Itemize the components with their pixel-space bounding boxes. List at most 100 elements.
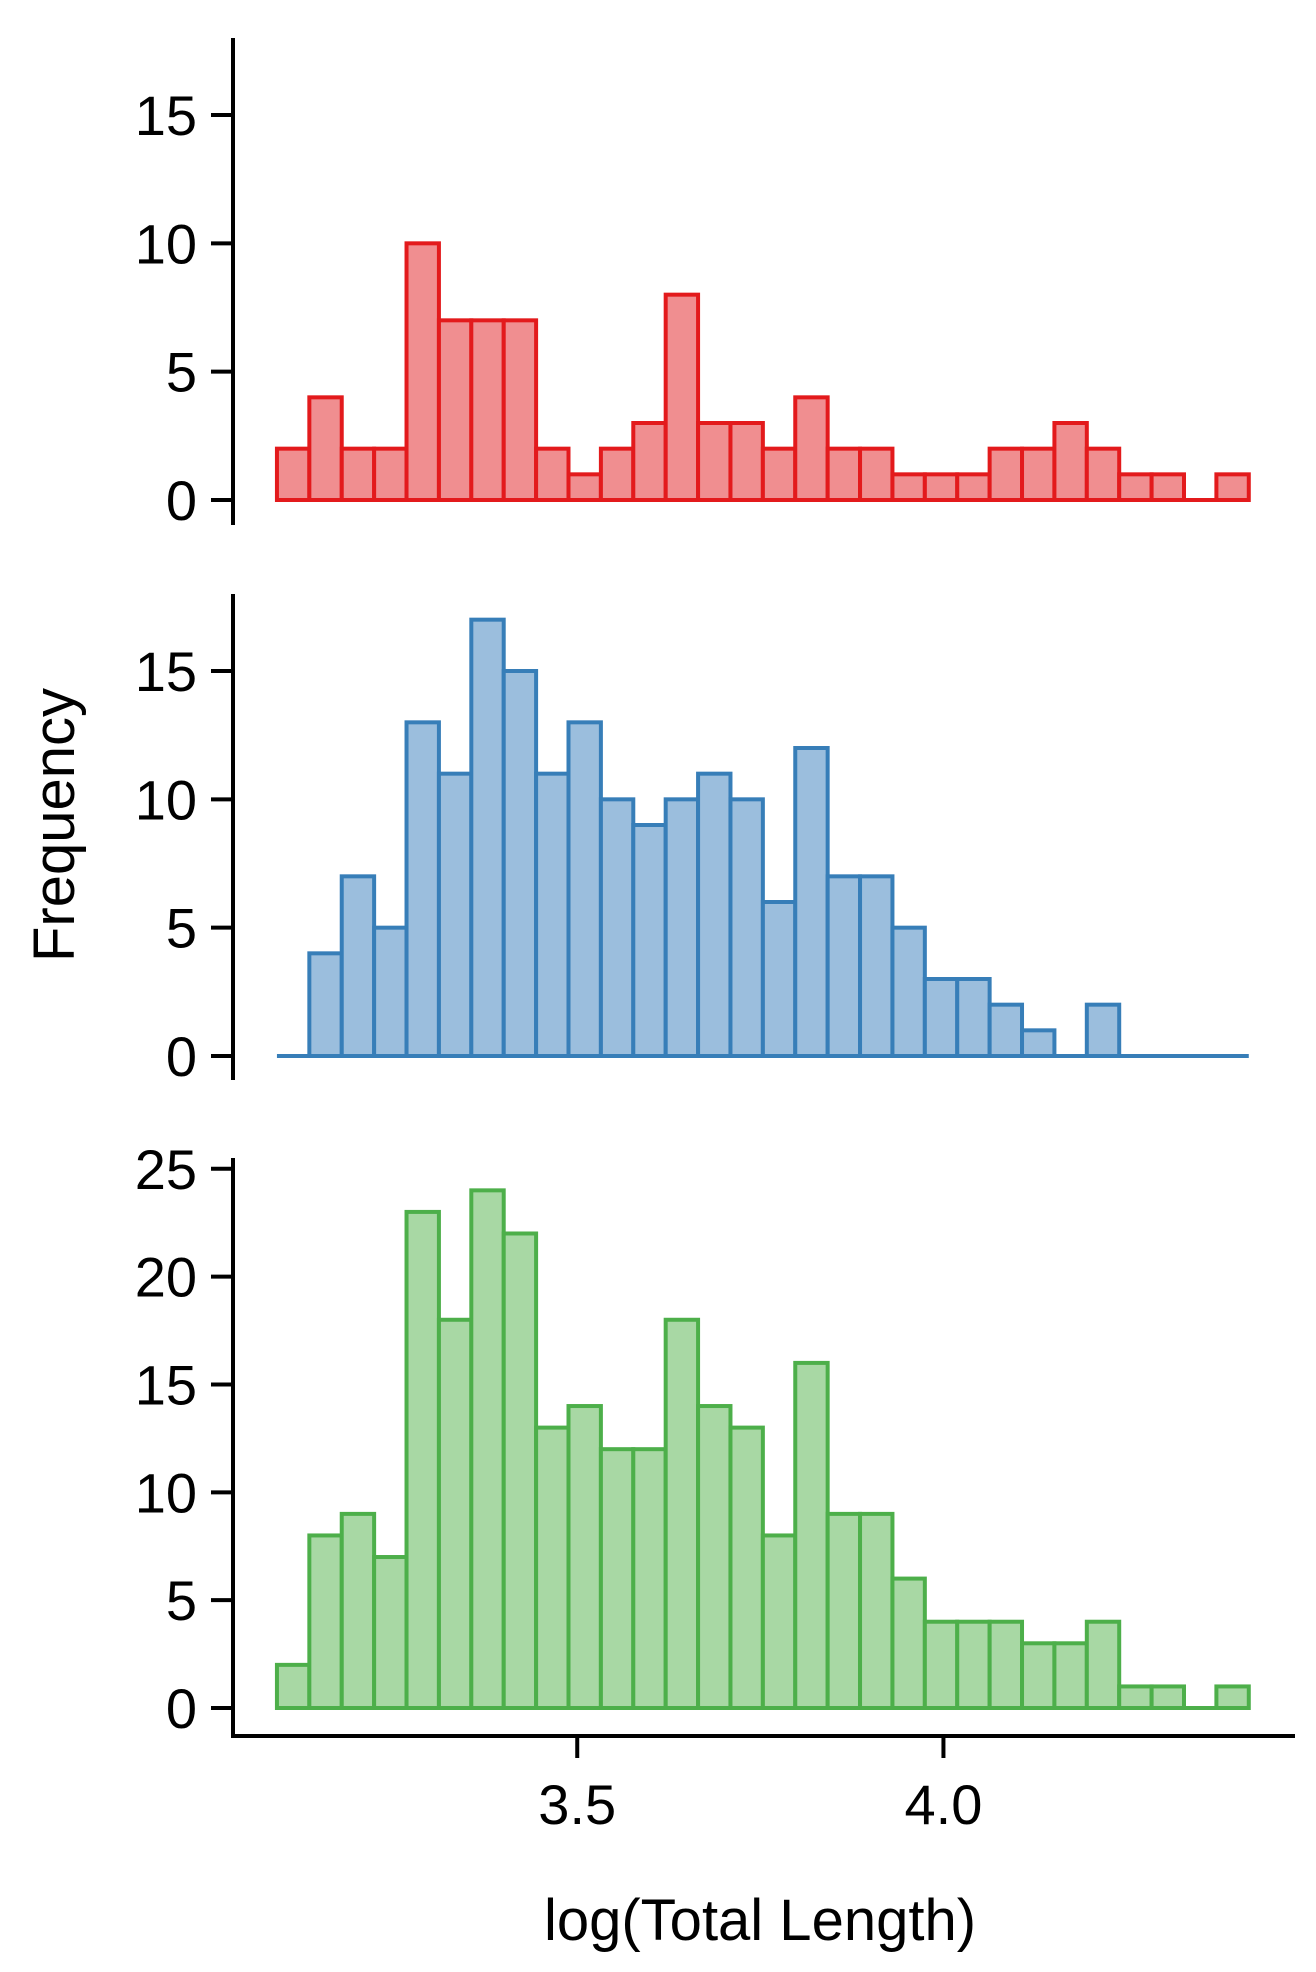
histogram-bar bbox=[307, 395, 344, 503]
y-tick-label: 0 bbox=[166, 1025, 197, 1088]
y-tick-label: 10 bbox=[135, 1461, 197, 1524]
histogram-bar bbox=[631, 1447, 668, 1711]
histogram-bar bbox=[663, 1317, 701, 1710]
histogram-bar bbox=[1117, 472, 1154, 503]
histogram-bar bbox=[1052, 421, 1089, 502]
histogram-bar bbox=[501, 669, 539, 1058]
histogram-bar bbox=[858, 874, 895, 1058]
histogram-bar bbox=[1084, 1002, 1122, 1059]
histogram-bar bbox=[760, 900, 798, 1058]
histogram-bar bbox=[922, 472, 960, 503]
histogram-bar bbox=[858, 446, 895, 502]
x-axis: 3.5 4.0 bbox=[231, 1734, 1295, 1836]
histogram-bar bbox=[274, 1662, 312, 1711]
histogram-bar bbox=[825, 874, 863, 1058]
histogram-bar bbox=[1020, 1641, 1057, 1710]
histogram-bar bbox=[469, 318, 506, 503]
histogram-bar bbox=[372, 446, 409, 502]
histogram-bar bbox=[760, 1533, 798, 1710]
histogram-bar bbox=[825, 446, 863, 502]
histogram-bar bbox=[631, 421, 668, 502]
histogram-bar bbox=[598, 446, 636, 502]
histogram-bar bbox=[436, 1317, 474, 1710]
histogram-bar bbox=[469, 1188, 506, 1710]
histogram-bar bbox=[404, 241, 441, 502]
histogram-bar bbox=[1084, 1619, 1122, 1710]
histogram-bar bbox=[1214, 1684, 1251, 1711]
histogram-bar bbox=[307, 1533, 344, 1710]
histogram-bar bbox=[728, 1425, 765, 1710]
histogram-bar bbox=[987, 1619, 1025, 1710]
histogram-bar bbox=[858, 1511, 895, 1710]
panel-middle-histogram: 0 5 10 15 bbox=[135, 594, 1249, 1088]
histogram-bar bbox=[760, 446, 798, 502]
y-tick-label: 5 bbox=[166, 341, 197, 404]
histogram-bar bbox=[890, 1576, 927, 1711]
histogram-bar bbox=[1117, 1684, 1154, 1711]
y-tick-label: 15 bbox=[135, 640, 197, 703]
histogram-bar bbox=[793, 746, 830, 1058]
histogram-bar bbox=[404, 720, 441, 1058]
histogram-bar bbox=[274, 446, 312, 502]
histogram-bar bbox=[307, 951, 344, 1058]
histogram-bar bbox=[598, 1447, 636, 1711]
histogram-bar bbox=[566, 472, 603, 503]
histogram-bar bbox=[728, 421, 765, 502]
y-tick-label: 10 bbox=[135, 768, 197, 831]
histogram-bar bbox=[1149, 472, 1186, 503]
histogram-bar bbox=[890, 472, 927, 503]
histogram-bar bbox=[922, 977, 960, 1058]
x-tick-label: 3.5 bbox=[538, 1773, 616, 1836]
histogram-bar bbox=[728, 797, 765, 1058]
histogram-bar bbox=[598, 797, 636, 1058]
histogram-bar bbox=[1020, 1028, 1057, 1059]
histogram-bar bbox=[469, 617, 506, 1059]
histogram-bar bbox=[339, 874, 377, 1058]
histogram-bar bbox=[987, 446, 1025, 502]
histogram-bar bbox=[372, 1555, 409, 1711]
histogram-bar bbox=[631, 823, 668, 1058]
histogram-bar bbox=[534, 771, 571, 1059]
histogram-bar bbox=[534, 446, 571, 502]
histogram-bar bbox=[372, 925, 409, 1059]
histogram-bar bbox=[955, 977, 992, 1058]
histogram-bar bbox=[663, 292, 701, 502]
histogram-bar bbox=[696, 771, 733, 1059]
histogram-bar bbox=[1149, 1684, 1186, 1711]
panel-bottom-histogram: 0 5 10 15 20 25 bbox=[135, 1138, 1251, 1740]
histogram-bar bbox=[436, 771, 474, 1059]
x-tick-label: 4.0 bbox=[905, 1773, 983, 1836]
histogram-bar bbox=[890, 925, 927, 1059]
panel-top-histogram: 0 5 10 15 bbox=[135, 38, 1251, 532]
histogram-bar bbox=[696, 421, 733, 502]
histogram-bar bbox=[1020, 446, 1057, 502]
histogram-bar bbox=[501, 318, 539, 503]
y-tick-label: 0 bbox=[166, 1677, 197, 1740]
y-tick-label: 0 bbox=[166, 469, 197, 532]
histogram-bar bbox=[987, 1002, 1025, 1059]
histogram-bar bbox=[663, 797, 701, 1058]
histogram-bar bbox=[1214, 472, 1251, 503]
histogram-bar bbox=[436, 318, 474, 503]
y-axis-title: Frequency bbox=[22, 688, 87, 962]
histogram-bar bbox=[955, 472, 992, 503]
histogram-bar bbox=[922, 1619, 960, 1710]
histogram-bar bbox=[534, 1425, 571, 1710]
y-tick-label: 15 bbox=[135, 1353, 197, 1416]
y-tick-label: 15 bbox=[135, 84, 197, 147]
y-tick-label: 10 bbox=[135, 212, 197, 275]
histogram-bar bbox=[696, 1404, 733, 1710]
y-tick-label: 20 bbox=[135, 1246, 197, 1309]
histogram-bar bbox=[1084, 446, 1122, 502]
histogram-bar bbox=[955, 1619, 992, 1710]
x-axis-title: log(Total Length) bbox=[544, 1888, 976, 1953]
y-tick-label: 5 bbox=[166, 897, 197, 960]
histogram-bar bbox=[825, 1511, 863, 1710]
histogram-bar bbox=[1052, 1641, 1089, 1710]
histogram-bar bbox=[404, 1209, 441, 1710]
y-tick-label: 25 bbox=[135, 1138, 197, 1201]
histogram-bar bbox=[793, 395, 830, 503]
histogram-bar bbox=[501, 1231, 539, 1711]
histogram-bar bbox=[566, 1404, 603, 1710]
